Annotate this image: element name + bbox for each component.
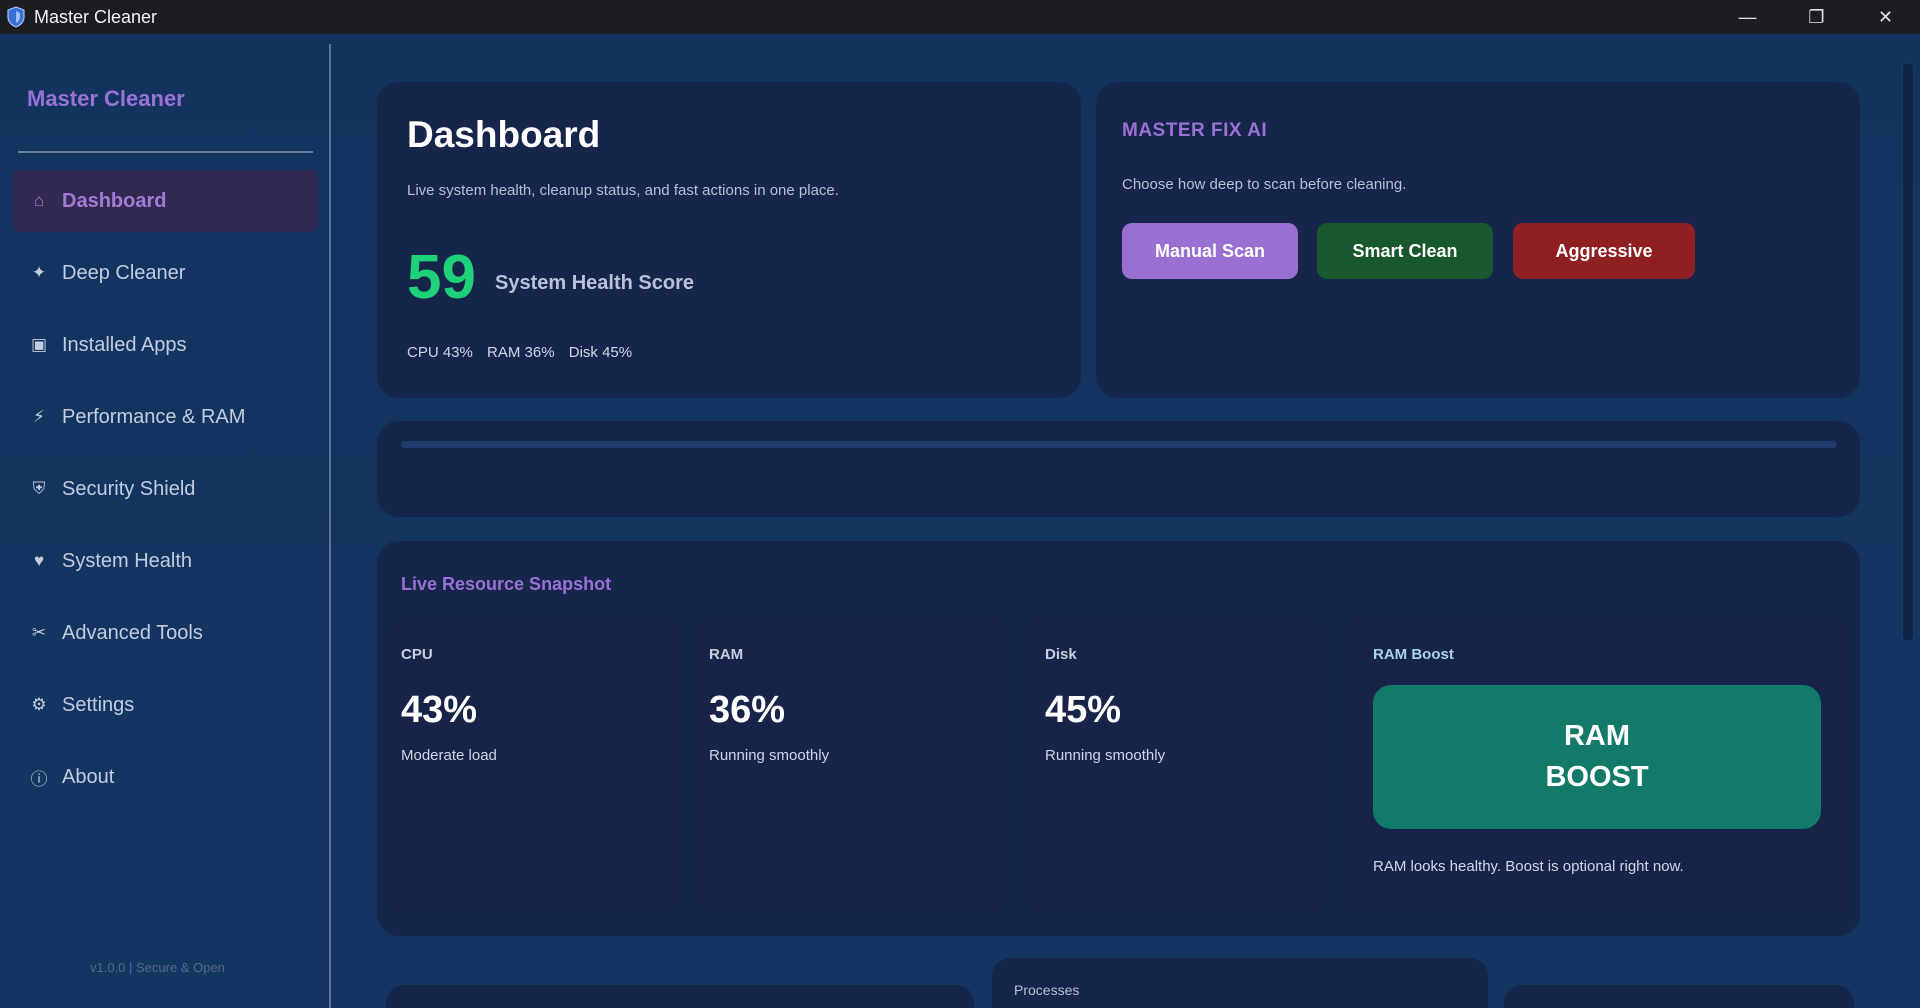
title-bar: Master Cleaner — ❐ ✕: [0, 0, 1920, 34]
disk-label: Disk: [1045, 646, 1077, 663]
sidebar-brand: Master Cleaner: [27, 86, 185, 111]
snapshot-title: Live Resource Snapshot: [401, 574, 612, 594]
close-button[interactable]: ✕: [1877, 6, 1894, 27]
ram-stat: RAM 36%: [487, 344, 555, 361]
processes-label: Processes: [1014, 982, 1080, 998]
ram-boost-note: RAM looks healthy. Boost is optional rig…: [1373, 858, 1684, 875]
sidebar-item-installed-apps[interactable]: ▣ Installed Apps: [12, 314, 318, 376]
window-title: Master Cleaner: [34, 6, 158, 27]
ram-boost-label: RAM Boost: [1373, 646, 1454, 663]
sidebar-item-settings[interactable]: ⚙ Settings: [12, 674, 318, 736]
apps-icon: ▣: [30, 335, 48, 354]
cpu-stat: CPU 43%: [407, 344, 473, 361]
cpu-status: Moderate load: [401, 747, 497, 764]
sidebar-item-about[interactable]: ⓘ About: [12, 746, 318, 808]
shield-logo-icon: [7, 6, 25, 28]
stats-line: CPU 43% RAM 36% Disk 45%: [407, 344, 642, 361]
shield-icon: ⛨: [32, 479, 46, 498]
info-icon: ⓘ: [30, 769, 48, 789]
page-title: Dashboard: [407, 114, 601, 155]
app-body: Master Cleaner ⌂ Dashboard ✦ Deep Cleane…: [0, 34, 1920, 1008]
sidebar-item-label: Settings: [62, 693, 135, 716]
bottom-card-left: [386, 985, 974, 1008]
disk-value: 45%: [1045, 689, 1122, 731]
disk-stat: Disk 45%: [568, 344, 633, 361]
smart-clean-button[interactable]: Smart Clean: [1317, 223, 1493, 279]
ram-label: RAM: [709, 646, 744, 663]
sidebar-item-performance-ram[interactable]: ⚡ Performance & RAM: [12, 386, 318, 448]
ram-boost-button[interactable]: RAM BOOST: [1373, 685, 1821, 829]
cpu-metric-tile: CPU 43% Moderate load: [389, 621, 679, 911]
window-controls: — ❐ ✕: [1713, 0, 1920, 34]
sidebar: Master Cleaner ⌂ Dashboard ✦ Deep Cleane…: [0, 34, 330, 1008]
sidebar-divider: [329, 44, 331, 1008]
sidebar-item-label: Dashboard: [62, 189, 167, 212]
sidebar-item-deep-cleaner[interactable]: ✦ Deep Cleaner: [12, 242, 318, 304]
heart-icon: ♥: [33, 551, 45, 570]
version-label: v1.0.0 | Secure & Open: [90, 960, 225, 975]
sidebar-item-label: Security Shield: [62, 477, 196, 500]
cpu-label: CPU: [401, 646, 433, 663]
progress-card: [377, 421, 1860, 517]
lightning-icon: ⚡: [33, 407, 45, 426]
sidebar-item-advanced-tools[interactable]: ✂ Advanced Tools: [12, 602, 318, 664]
sparkle-icon: ✦: [31, 263, 47, 282]
sidebar-item-label: Performance & RAM: [62, 405, 246, 428]
disk-status: Running smoothly: [1045, 747, 1166, 764]
sidebar-item-label: About: [62, 765, 115, 788]
sidebar-item-label: System Health: [62, 549, 193, 572]
ram-boost-button-line1: RAM: [1563, 720, 1631, 752]
bottom-card-right: [1504, 985, 1854, 1008]
aggressive-button[interactable]: Aggressive: [1513, 223, 1695, 279]
sidebar-item-system-health[interactable]: ♥ System Health: [12, 530, 318, 592]
cpu-value: 43%: [401, 689, 478, 731]
master-fix-card: MASTER FIX AI Choose how deep to scan be…: [1096, 82, 1860, 398]
gear-icon: ⚙: [31, 695, 47, 714]
dashboard-card: Dashboard Live system health, cleanup st…: [377, 82, 1081, 398]
sidebar-item-label: Deep Cleaner: [62, 261, 186, 284]
vertical-scrollbar[interactable]: [1902, 62, 1914, 642]
sidebar-item-security-shield[interactable]: ⛨ Security Shield: [12, 458, 318, 520]
sidebar-item-dashboard[interactable]: ⌂ Dashboard: [12, 170, 318, 232]
manual-scan-button[interactable]: Manual Scan: [1122, 223, 1298, 279]
disk-metric-tile: Disk 45% Running smoothly: [1025, 621, 1325, 911]
page-subtitle: Live system health, cleanup status, and …: [407, 182, 839, 199]
health-score-label: System Health Score: [495, 272, 694, 294]
health-score-value: 59: [407, 243, 476, 312]
master-fix-subtitle: Choose how deep to scan before cleaning.: [1122, 176, 1407, 193]
ram-status: Running smoothly: [709, 747, 830, 764]
processes-card: Processes: [992, 958, 1488, 1008]
sidebar-item-label: Installed Apps: [62, 333, 187, 356]
ram-boost-button-line2: BOOST: [1545, 761, 1649, 793]
minimize-button[interactable]: —: [1738, 6, 1757, 27]
ram-boost-tile: RAM Boost RAM BOOST RAM looks healthy. B…: [1343, 621, 1849, 911]
home-icon: ⌂: [33, 191, 45, 210]
maximize-button[interactable]: ❐: [1808, 6, 1825, 27]
snapshot-card: Live Resource Snapshot CPU 43% Moderate …: [377, 541, 1860, 936]
master-fix-title: MASTER FIX AI: [1122, 120, 1268, 141]
ram-value: 36%: [709, 689, 786, 731]
tools-icon: ✂: [31, 623, 47, 642]
sidebar-item-label: Advanced Tools: [62, 621, 203, 644]
brand-divider: [18, 151, 313, 153]
ram-metric-tile: RAM 36% Running smoothly: [697, 621, 1007, 911]
progress-bar: [401, 441, 1837, 448]
